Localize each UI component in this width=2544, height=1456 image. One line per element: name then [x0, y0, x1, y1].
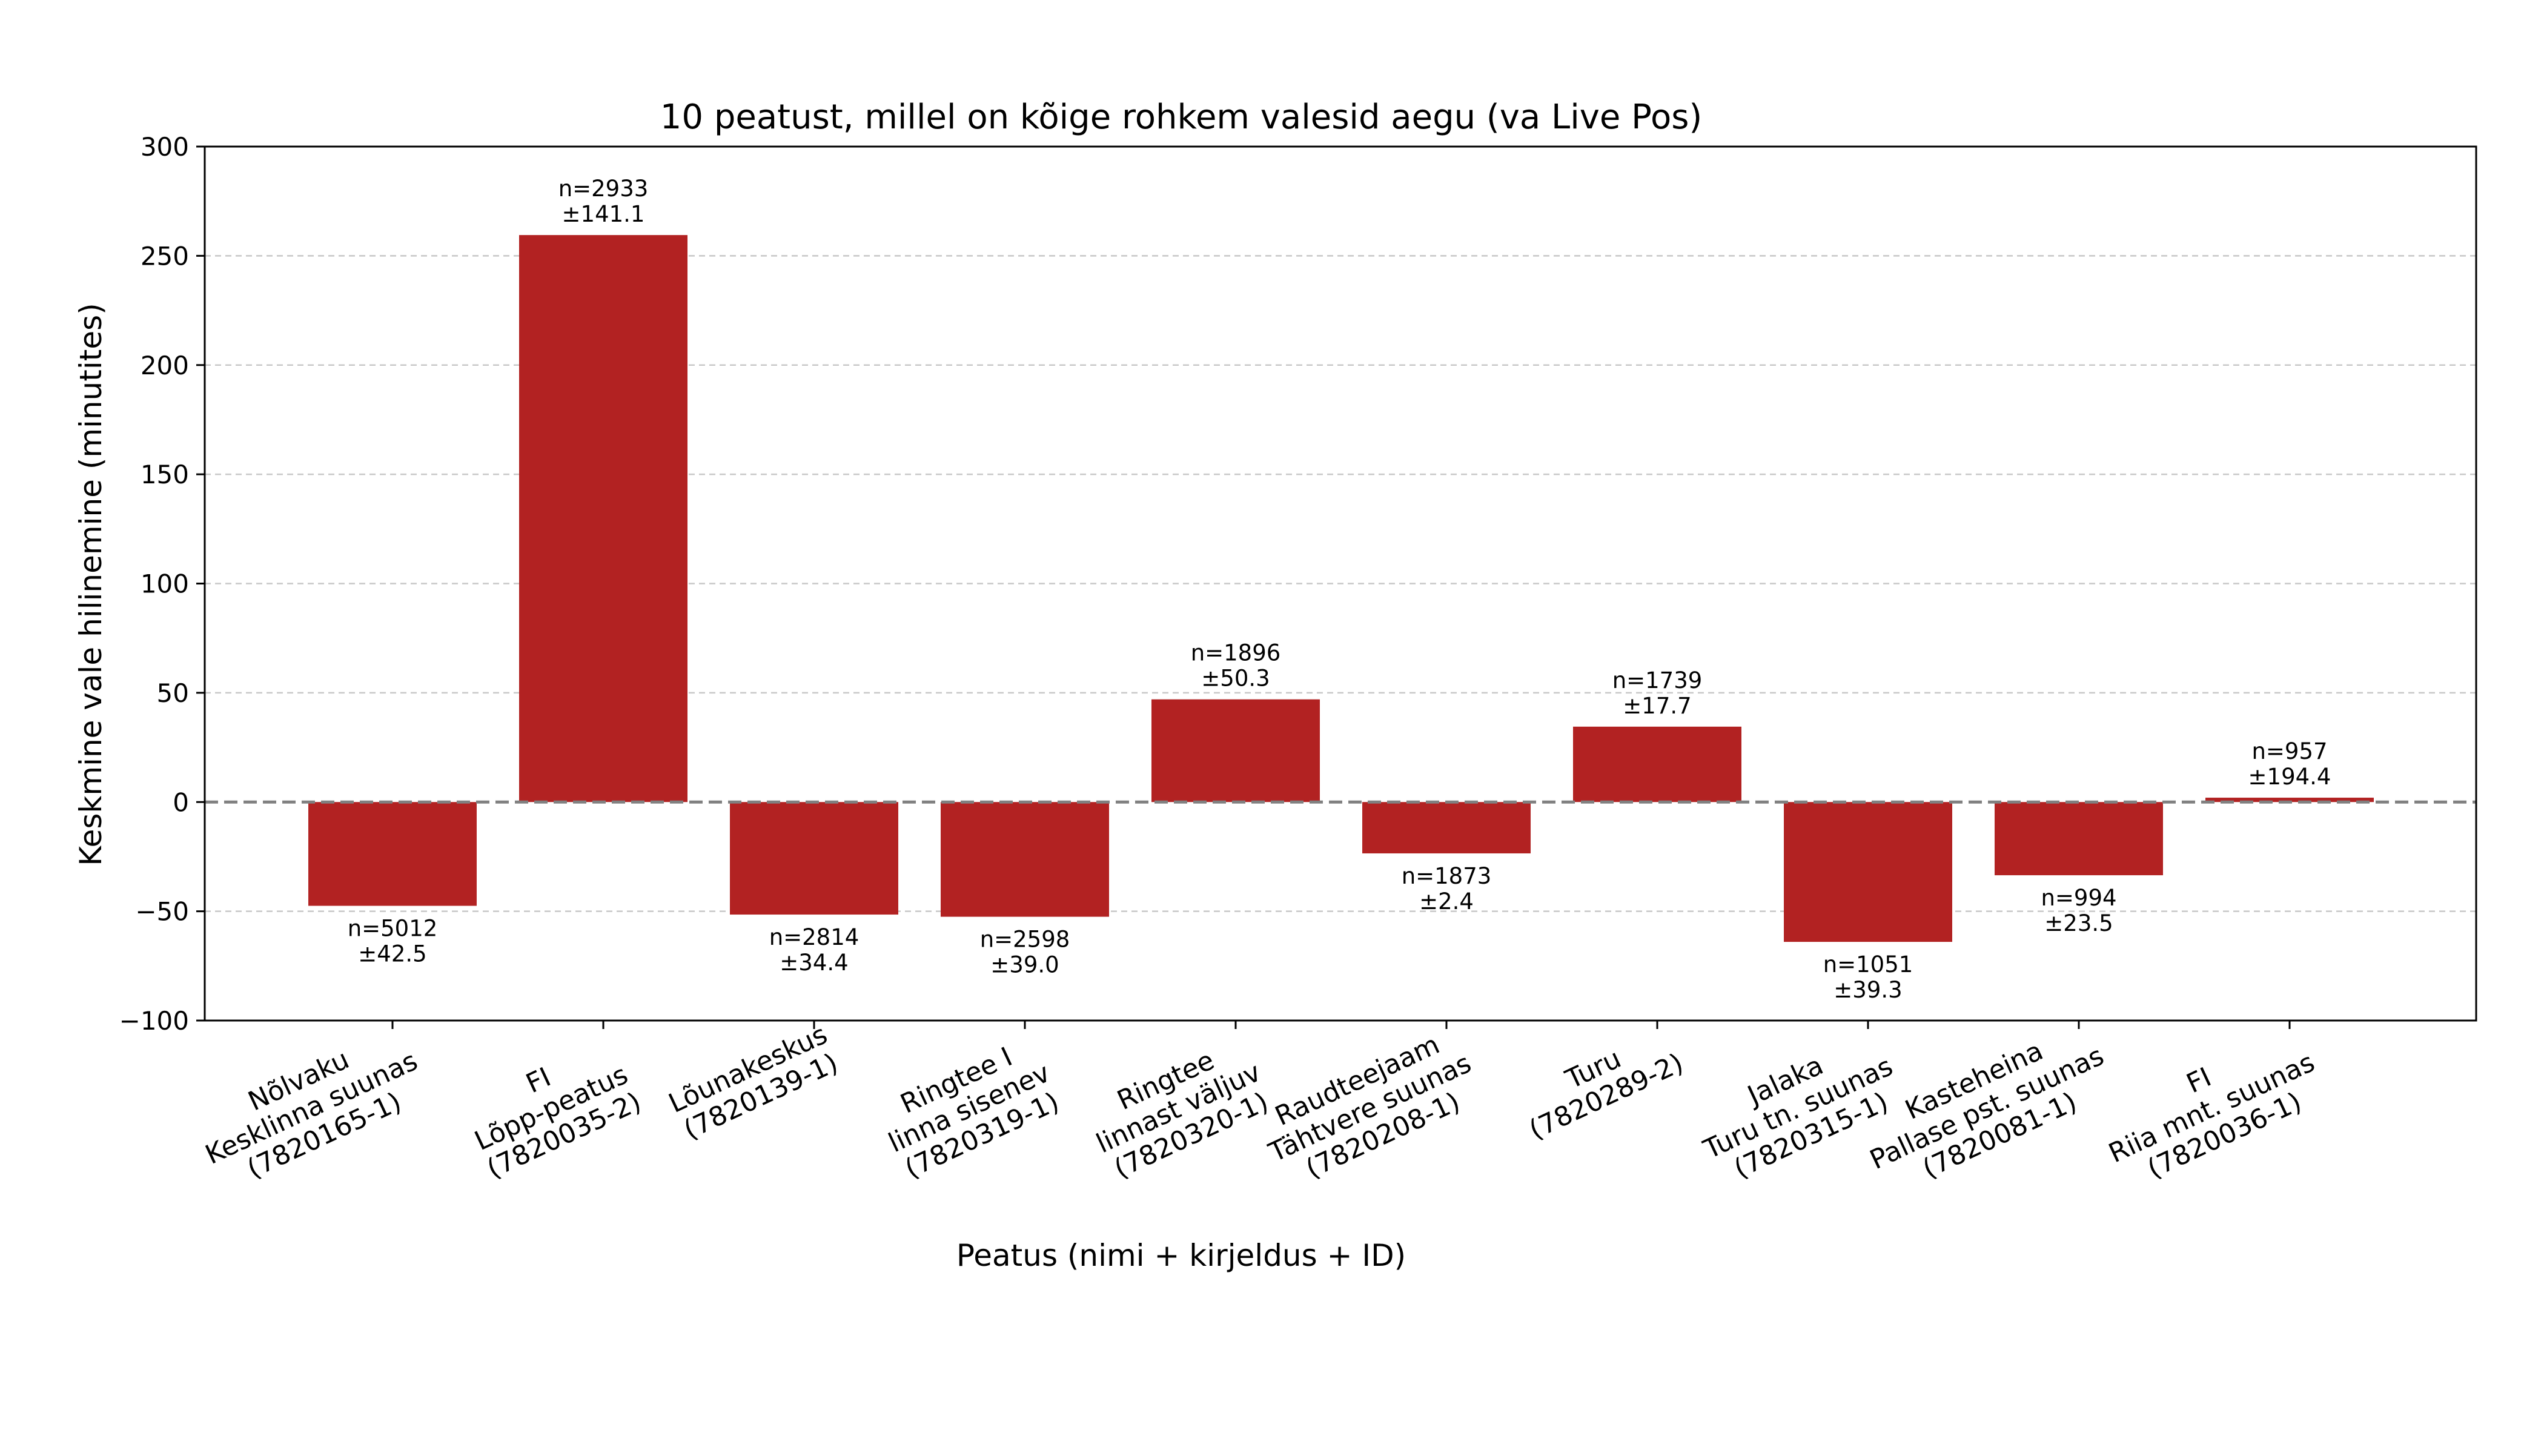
y-tick-label: −100	[119, 1006, 189, 1036]
y-tick-label: 0	[173, 787, 189, 817]
data-label-stddev: ±194.4	[2248, 764, 2331, 790]
bar	[1151, 699, 1320, 802]
data-label-count: n=1896	[1191, 640, 1281, 666]
data-label-count: n=2814	[769, 924, 860, 950]
bar	[730, 802, 898, 915]
data-label-count: n=957	[2251, 738, 2327, 764]
y-tick-label: 200	[141, 351, 189, 380]
data-label-count: n=1739	[1612, 667, 1703, 693]
data-label-stddev: ±42.5	[358, 941, 426, 967]
y-tick-label: 50	[157, 678, 189, 708]
data-label-count: n=2598	[980, 927, 1070, 953]
data-labels: n=5012±42.5 n=2933±141.1 n=2814±34.4 n=2598…	[348, 176, 2331, 1003]
data-label-count: n=1051	[1823, 951, 1913, 978]
data-label-stddev: ±23.5	[2044, 910, 2113, 936]
chart-title: 10 peatust, millel on kõige rohkem vales…	[660, 98, 1702, 137]
data-label-stddev: ±2.4	[1419, 888, 1474, 915]
x-axis-label: Peatus (nimi + kirjeldus + ID)	[956, 1238, 1406, 1273]
bar	[1362, 802, 1531, 854]
data-label-count: n=1873	[1402, 863, 1492, 889]
data-label-count: n=994	[2041, 885, 2116, 911]
data-label-stddev: ±141.1	[562, 201, 645, 227]
bar	[1784, 802, 1952, 942]
y-axis-ticks: −100 −50 0 50 100 150 200 250 300	[119, 132, 205, 1036]
data-label-stddev: ±50.3	[1201, 666, 1270, 692]
data-label-stddev: ±17.7	[1623, 693, 1691, 719]
gridlines	[205, 255, 2476, 912]
data-label-count: n=2933	[558, 176, 649, 202]
data-label-count: n=5012	[348, 916, 438, 942]
bar	[941, 802, 1109, 917]
bar	[519, 235, 687, 802]
data-label-stddev: ±39.0	[990, 952, 1059, 978]
y-axis-label: Keskmine vale hilinemine (minutites)	[73, 303, 108, 865]
bar	[1573, 726, 1741, 802]
y-tick-label: 250	[141, 241, 189, 271]
data-label-stddev: ±39.3	[1833, 977, 1902, 1003]
bar	[308, 802, 477, 906]
y-tick-label: −50	[135, 897, 189, 927]
data-label-stddev: ±34.4	[780, 950, 848, 976]
bar	[1995, 802, 2163, 876]
bars	[308, 235, 2374, 942]
y-tick-label: 150	[141, 460, 189, 489]
y-tick-label: 300	[141, 132, 189, 162]
bar	[2205, 798, 2374, 802]
y-tick-label: 100	[141, 569, 189, 599]
